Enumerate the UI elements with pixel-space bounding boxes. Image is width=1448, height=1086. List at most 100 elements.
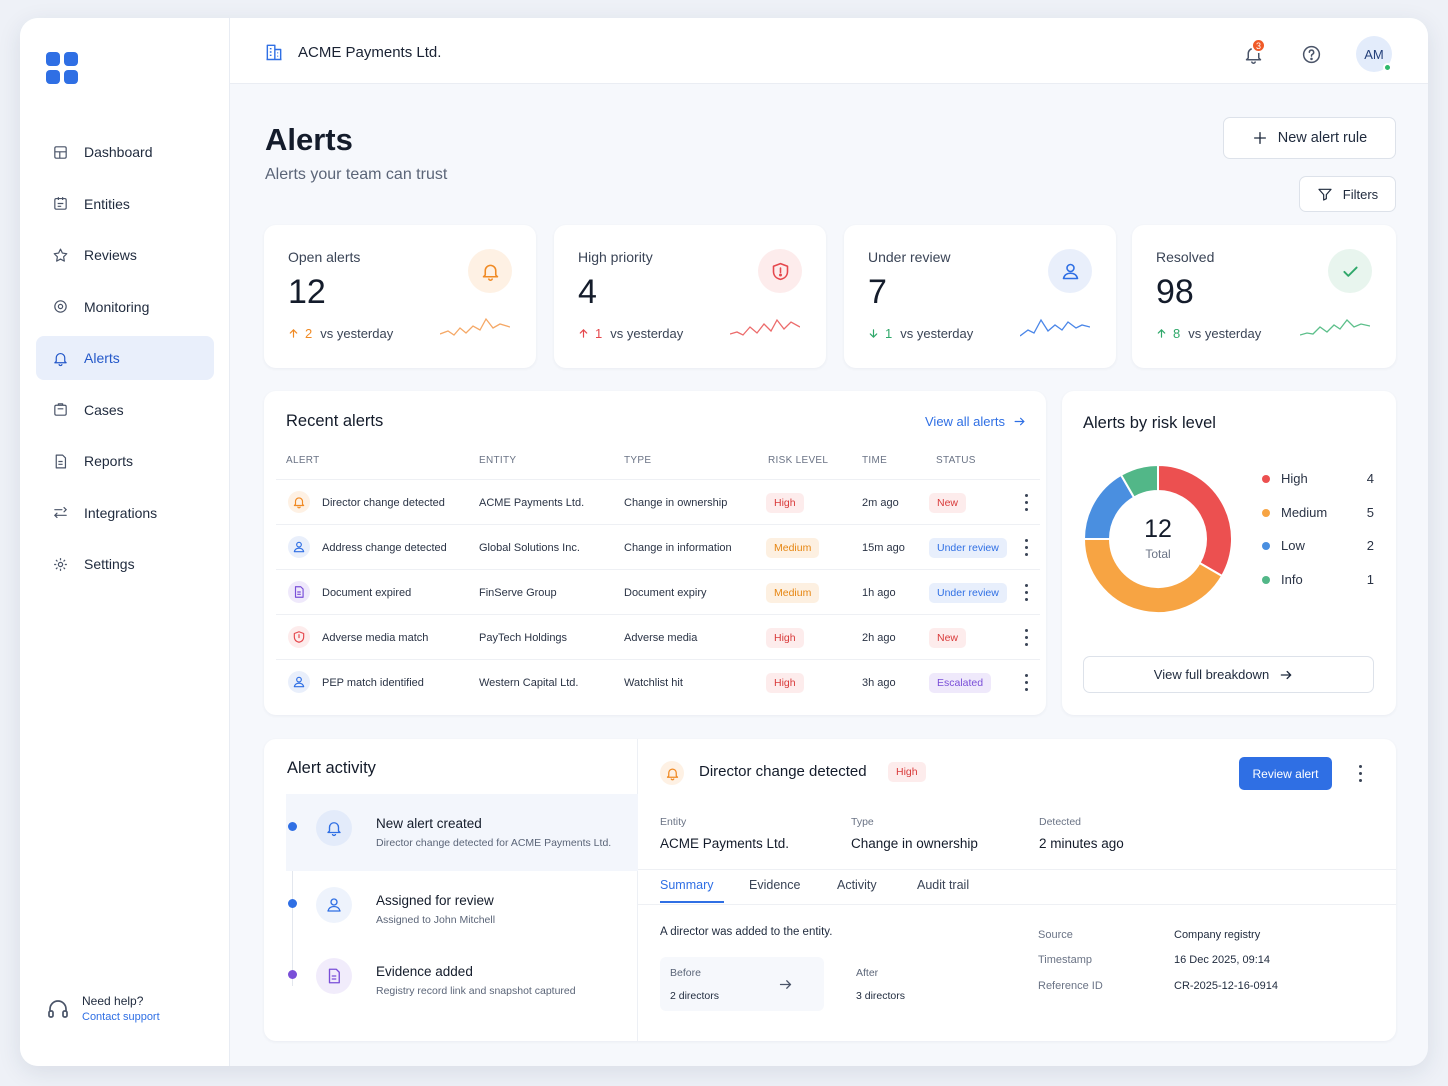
arrow-up-icon [1157,328,1166,338]
sidebar-item-label: Integrations [84,504,158,521]
bell-icon [54,352,67,366]
column-header: ENTITY [479,455,517,466]
building-icon [54,197,67,210]
meta-value: Company registry [1174,929,1261,941]
view-all-label: View all alerts [925,414,1005,429]
stat-comparison: 2 vs yesterday [288,326,393,341]
alert-entity: PayTech Holdings [479,631,568,644]
sidebar-item-settings[interactable]: Settings [36,542,214,586]
detail-title: Director change detected [699,763,867,780]
help-icon [1302,45,1320,63]
meta-label: Source [1038,929,1073,941]
alert-entity: ACME Payments Ltd. [479,496,585,509]
legend-value: 5 [1366,505,1374,520]
before-value: 2 directors [670,990,720,1002]
table-row[interactable]: Adverse media match PayTech Holdings Adv… [276,614,1040,659]
activity-item[interactable]: Evidence added Registry record link and … [286,942,638,1019]
stat-card-under-review[interactable]: Under review 7 1 vs yesterday [844,225,1116,368]
user-icon [293,541,305,553]
arrow-down-icon [869,329,878,339]
column-header: RISK LEVEL [768,455,829,466]
bell-icon [327,822,341,837]
user-icon [293,676,305,688]
card-title: Alert activity [287,759,376,777]
row-menu-icon[interactable] [1024,584,1028,601]
row-menu-icon[interactable] [1024,629,1028,646]
sidebar-nav: Dashboard Entities Reviews Monitoring Al… [36,130,214,594]
stat-card-resolved[interactable]: Resolved 98 8 vs yesterday [1132,225,1396,368]
legend-item-medium: Medium 5 [1262,505,1374,520]
donut-slice-medium[interactable] [1082,538,1224,614]
new-alert-rule-label: New alert rule [1277,130,1368,146]
column-header: TYPE [624,455,652,466]
alert-type-badge [288,671,310,693]
view-all-alerts-link[interactable]: View all alerts [925,414,1026,429]
sidebar-item-alerts[interactable]: Alerts [36,336,214,380]
sidebar-item-entities[interactable]: Entities [36,182,214,226]
document-icon [294,586,304,598]
donut-total-value: 12 [1144,515,1172,543]
risk-badge: Medium [766,582,820,603]
sidebar-item-dashboard[interactable]: Dashboard [36,130,214,174]
contact-support-link[interactable]: Contact support [82,1011,160,1023]
view-full-breakdown-button[interactable]: View full breakdown [1083,656,1374,693]
new-alert-rule-button[interactable]: New alert rule [1223,117,1396,159]
stat-value: 7 [868,273,887,311]
arrow-up-icon [579,328,588,338]
alert-type: Change in ownership [624,496,728,509]
org-switcher[interactable]: ACME Payments Ltd. [264,42,441,62]
alert-time: 2h ago [862,631,896,644]
before-label: Before [670,967,701,979]
after-value: 3 directors [856,990,906,1002]
stat-label: Under review [868,249,951,265]
stat-delta: 2 [305,326,313,341]
table-row[interactable]: Document expired FinServe Group Document… [276,569,1040,614]
breakdown-label: View full breakdown [1153,667,1270,682]
notifications-button[interactable]: 3 [1238,38,1268,69]
activity-title: Evidence added [376,964,473,979]
tab-evidence[interactable]: Evidence [749,878,801,892]
row-menu-icon[interactable] [1024,539,1028,556]
donut-total-label: Total [1145,547,1171,561]
sidebar-item-integrations[interactable]: Integrations [36,491,214,535]
legend-label: Info [1281,572,1303,587]
activity-title: Assigned for review [376,893,494,908]
detail-menu-icon[interactable] [1358,765,1362,782]
table-row[interactable]: Address change detected Global Solutions… [276,524,1040,569]
table-row[interactable]: PEP match identified Western Capital Ltd… [276,659,1040,704]
activity-item[interactable]: New alert created Director change detect… [286,794,638,871]
headset-icon [48,999,68,1018]
stat-label: Open alerts [288,249,361,265]
alert-name: Director change detected [322,496,445,509]
help-button[interactable] [1296,39,1326,69]
donut-slice-info[interactable] [1119,463,1159,499]
alert-entity: FinServe Group [479,586,557,599]
meta-value: 16 Dec 2025, 09:14 [1174,954,1271,966]
alert-entity: Global Solutions Inc. [479,541,580,554]
meta-label: Reference ID [1038,980,1103,992]
filters-button[interactable]: Filters [1299,176,1396,212]
alert-type-badge [288,491,310,513]
user-avatar[interactable]: AM [1356,36,1392,72]
app-logo[interactable] [46,52,78,84]
tab-activity[interactable]: Activity [837,878,877,892]
sidebar-item-reports[interactable]: Reports [36,439,214,483]
sidebar-item-monitoring[interactable]: Monitoring [36,285,214,329]
stat-compare-text: vs yesterday [320,326,394,341]
sidebar-item-reviews[interactable]: Reviews [36,233,214,277]
summary-text: A director was added to the entity. [660,926,833,938]
stat-card-high-priority[interactable]: High priority 4 1 vs yesterday [554,225,826,368]
row-menu-icon[interactable] [1024,674,1028,691]
integrations-icon [53,506,68,519]
row-menu-icon[interactable] [1024,494,1028,511]
stat-card-open-alerts[interactable]: Open alerts 12 2 vs yesterday [264,225,536,368]
tab-audit-trail[interactable]: Audit trail [917,878,970,892]
tab-summary[interactable]: Summary [660,878,714,892]
activity-item[interactable]: Assigned for review Assigned to John Mit… [286,871,638,948]
review-alert-button[interactable]: Review alert [1239,757,1332,790]
status-badge: Under review [929,537,1007,558]
table-row[interactable]: Director change detected ACME Payments L… [276,479,1040,524]
stat-value: 12 [288,273,326,311]
sidebar-item-cases[interactable]: Cases [36,388,214,432]
stat-label: High priority [578,249,653,265]
